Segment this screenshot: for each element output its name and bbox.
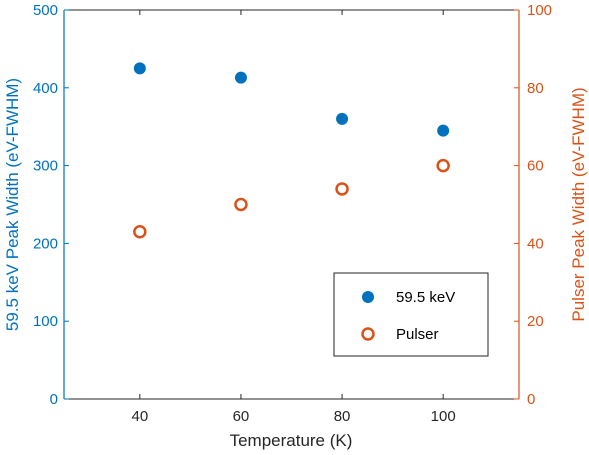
left-y-axis-title: 59.5 keV Peak Width (eV-FWHM) [3, 78, 22, 331]
marker-59-5-kev-60 [234, 71, 247, 84]
legend-box [333, 272, 489, 357]
data-markers [133, 62, 450, 239]
right-y-tick-label-20: 20 [527, 313, 544, 330]
right-y-tick-label-0: 0 [527, 391, 535, 408]
left-y-tick-label-500: 500 [33, 2, 58, 19]
right-y-tick-label-40: 40 [527, 235, 544, 252]
marker-pulser-80 [335, 182, 349, 196]
x-axis-title: Temperature (K) [230, 431, 353, 450]
marker-pulser-40 [133, 224, 147, 239]
x-ticks: 40 60 80 100 [131, 10, 456, 425]
right-y-axis-title: Pulser Peak Width (eV-FWHM) [569, 87, 588, 321]
marker-pulser-60 [234, 197, 248, 212]
right-y-tick-label-60: 60 [527, 158, 544, 175]
marker-pulser-100 [436, 158, 450, 173]
marker-59-5-kev-40 [133, 62, 146, 75]
legend-label-pulser: Pulser [396, 326, 439, 343]
marker-59-5-kev-100 [437, 124, 450, 137]
marker-59-5-kev-80 [336, 112, 349, 125]
x-tick-label-80: 80 [334, 408, 351, 425]
right-y-tick-label-80: 80 [527, 80, 544, 97]
left-y-tick-label-300: 300 [33, 158, 58, 175]
left-y-tick-label-200: 200 [33, 235, 58, 252]
left-y-ticks: 0 100 200 300 400 500 [33, 2, 69, 408]
right-y-tick-label-100: 100 [527, 2, 552, 19]
left-y-tick-label-400: 400 [33, 80, 58, 97]
legend-marker-59-5-kev [362, 291, 374, 303]
legend: 59.5 keV Pulser [333, 272, 489, 357]
x-tick-label-100: 100 [431, 408, 456, 425]
legend-label-59-5-kev: 59.5 keV [396, 289, 455, 306]
x-tick-label-60: 60 [233, 408, 250, 425]
right-y-ticks: 0 20 40 60 80 100 [514, 2, 552, 408]
left-y-tick-label-0: 0 [50, 391, 58, 408]
x-tick-label-40: 40 [131, 408, 148, 425]
legend-marker-pulser [361, 327, 375, 341]
left-y-tick-label-100: 100 [33, 313, 58, 330]
